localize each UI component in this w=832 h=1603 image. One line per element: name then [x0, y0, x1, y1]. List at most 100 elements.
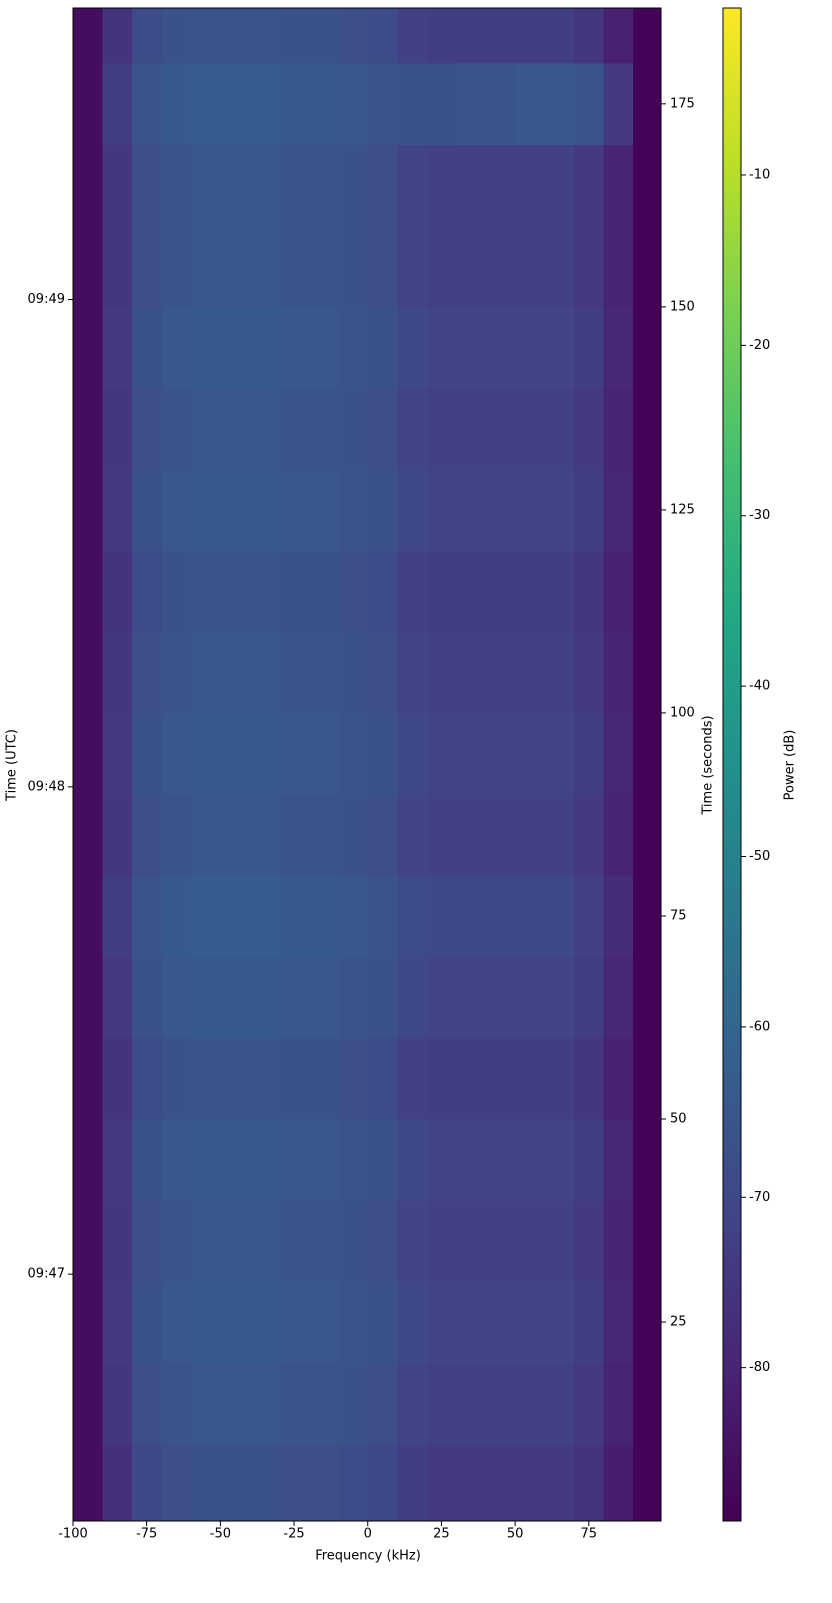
- heatmap-cell: [574, 875, 605, 958]
- x-tick-label: -50: [210, 1527, 231, 1542]
- heatmap-cell: [249, 1443, 280, 1522]
- heatmap-cell: [603, 1362, 634, 1445]
- heatmap-cell: [426, 144, 457, 227]
- heatmap-cell: [338, 63, 369, 145]
- heatmap-cell: [544, 1200, 575, 1282]
- heatmap-cell: [279, 1118, 310, 1201]
- heatmap-cell: [308, 1443, 339, 1522]
- heatmap-cell: [102, 631, 133, 714]
- heatmap-cell: [544, 1443, 575, 1522]
- heatmap-cell: [603, 550, 634, 633]
- heatmap-cell: [73, 1443, 103, 1522]
- heatmap-cell: [367, 1443, 398, 1522]
- heatmap-cell: [220, 306, 251, 389]
- plot-frame: [72, 7, 662, 1522]
- heatmap-cell: [485, 875, 516, 958]
- heatmap-cell: [102, 1362, 133, 1445]
- heatmap-cell: [544, 8, 575, 64]
- heatmap-cell: [161, 875, 192, 958]
- y2-axis-label: Time (seconds): [701, 715, 716, 815]
- heatmap-cell: [131, 8, 162, 64]
- heatmap-cell: [485, 550, 516, 633]
- x-tick-label: 50: [507, 1527, 524, 1542]
- heatmap-cell: [102, 794, 133, 876]
- heatmap-cell: [603, 388, 634, 470]
- heatmap-cell: [131, 1443, 162, 1522]
- heatmap-cell: [73, 712, 103, 795]
- heatmap-cell: [102, 469, 133, 552]
- heatmap-cell: [574, 1443, 605, 1522]
- heatmap-cell: [544, 144, 575, 227]
- heatmap-cell: [633, 306, 662, 389]
- heatmap-cell: [190, 956, 221, 1039]
- colorbar-tick-label: -30: [749, 508, 770, 523]
- heatmap-cell: [308, 1037, 339, 1120]
- heatmap-cell: [426, 1281, 457, 1364]
- heatmap-cell: [190, 306, 221, 389]
- y2-tick-label: 175: [670, 96, 695, 111]
- heatmap-cell: [367, 1281, 398, 1364]
- heatmap-cell: [279, 1200, 310, 1282]
- heatmap-cell: [515, 1037, 546, 1120]
- heatmap-cell: [485, 956, 516, 1039]
- heatmap-cell: [249, 1118, 280, 1201]
- heatmap-cell: [102, 1443, 133, 1522]
- heatmap-cell: [426, 388, 457, 470]
- heatmap-cell: [190, 1118, 221, 1201]
- heatmap-cell: [73, 1118, 103, 1201]
- heatmap-cell: [574, 956, 605, 1039]
- heatmap-cell: [367, 1200, 398, 1282]
- heatmap-cell: [515, 388, 546, 470]
- heatmap-cell: [249, 1200, 280, 1282]
- heatmap-cell: [515, 225, 546, 308]
- heatmap-cell: [338, 1362, 369, 1445]
- heatmap-cell: [485, 63, 516, 145]
- heatmap-cell: [161, 631, 192, 714]
- heatmap-cell: [544, 306, 575, 389]
- heatmap-cell: [426, 1362, 457, 1445]
- heatmap-cell: [633, 1200, 662, 1282]
- heatmap-cell: [249, 1037, 280, 1120]
- heatmap-cell: [544, 631, 575, 714]
- heatmap-cell: [102, 712, 133, 795]
- heatmap-cell: [73, 388, 103, 470]
- heatmap-cell: [249, 1281, 280, 1364]
- heatmap-cell: [102, 1281, 133, 1364]
- heatmap-cell: [131, 875, 162, 958]
- heatmap-cell: [131, 1118, 162, 1201]
- heatmap-cell: [131, 1037, 162, 1120]
- heatmap-cell: [485, 225, 516, 308]
- heatmap-cell: [249, 388, 280, 470]
- heatmap-cell: [426, 1443, 457, 1522]
- heatmap-cell: [485, 1281, 516, 1364]
- heatmap-cell: [485, 8, 516, 64]
- heatmap-cell: [633, 144, 662, 227]
- y2-tick-label: 125: [670, 502, 695, 517]
- heatmap-cell: [308, 1200, 339, 1282]
- heatmap-cell: [338, 1200, 369, 1282]
- heatmap-cell: [161, 144, 192, 227]
- heatmap-cell: [308, 712, 339, 795]
- heatmap-cell: [515, 956, 546, 1039]
- heatmap-cell: [633, 1118, 662, 1201]
- heatmap-cell: [633, 1362, 662, 1445]
- heatmap-cell: [456, 1362, 487, 1445]
- heatmap: [73, 8, 662, 1522]
- heatmap-cell: [338, 1037, 369, 1120]
- heatmap-cell: [456, 631, 487, 714]
- heatmap-cell: [426, 1118, 457, 1201]
- y2-tick-label: 75: [670, 908, 687, 923]
- heatmap-cell: [485, 1443, 516, 1522]
- heatmap-cell: [574, 1362, 605, 1445]
- heatmap-cell: [367, 1037, 398, 1120]
- heatmap-cell: [426, 225, 457, 308]
- heatmap-cell: [515, 794, 546, 876]
- heatmap-cell: [397, 144, 428, 227]
- heatmap-cell: [485, 306, 516, 389]
- x-tick-label: 75: [581, 1527, 598, 1542]
- heatmap-cell: [515, 63, 546, 145]
- heatmap-cell: [220, 144, 251, 227]
- heatmap-cell: [338, 1118, 369, 1201]
- heatmap-cell: [73, 875, 103, 958]
